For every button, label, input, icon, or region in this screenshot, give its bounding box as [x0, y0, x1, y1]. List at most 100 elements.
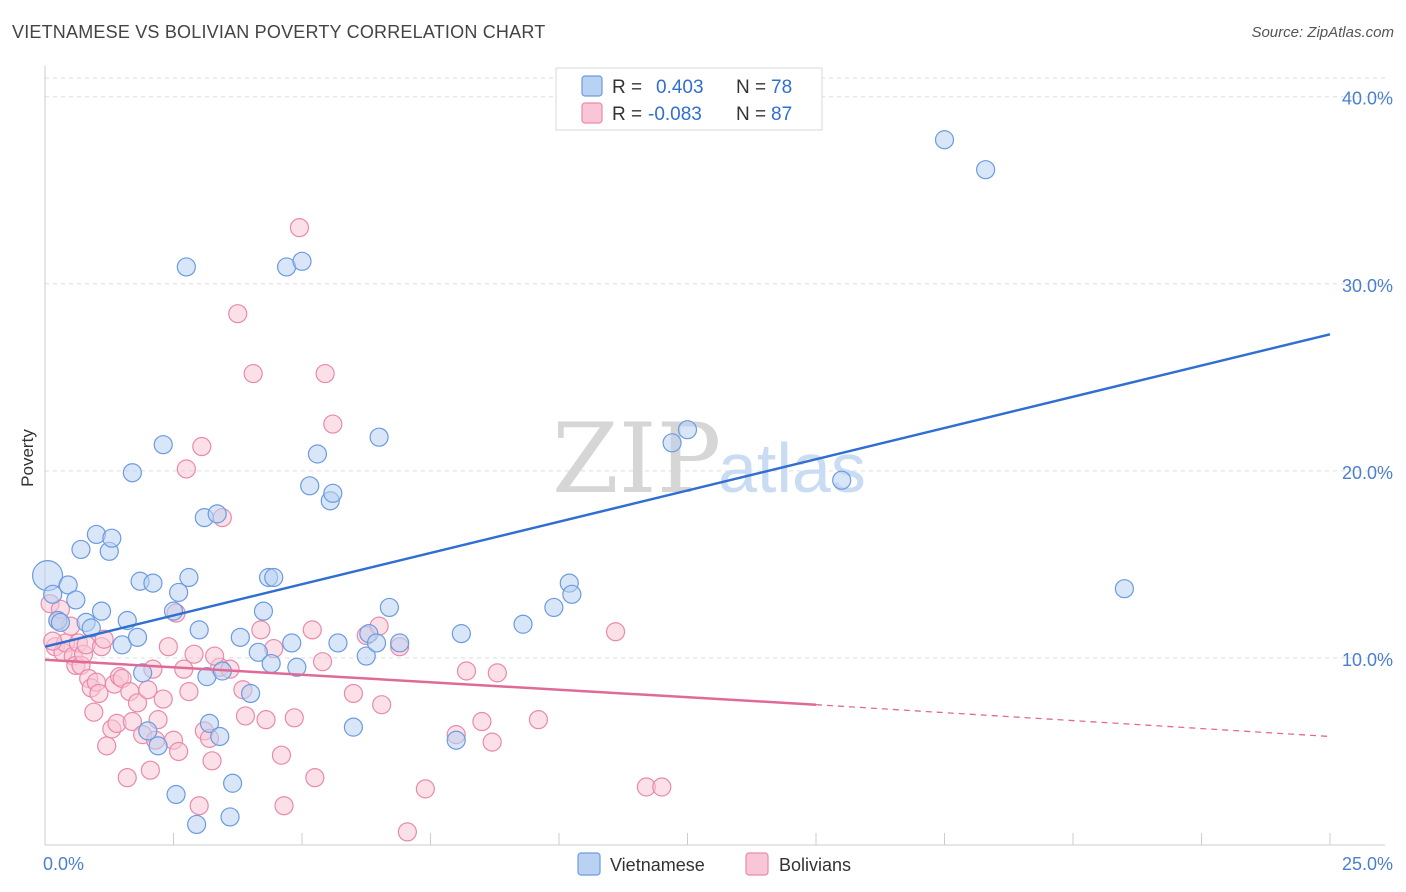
bolivian-point	[84, 702, 104, 722]
legend-r-value: -0.083	[648, 104, 702, 125]
bolivian-point	[235, 706, 256, 726]
x-tick-labels: 0.0% 25.0%	[43, 854, 1393, 874]
bolivian-point	[652, 777, 672, 797]
bolivian-point	[305, 768, 325, 788]
y-axis-label: Poverty	[18, 429, 37, 487]
bolivian-point	[456, 661, 477, 681]
bolivian-point	[605, 622, 626, 642]
vietnamese-point	[102, 528, 122, 548]
vietnamese-trend-line	[44, 333, 1331, 648]
vietnamese-points	[31, 130, 1135, 835]
vietnamese-point	[343, 717, 363, 737]
vietnamese-point	[446, 730, 466, 750]
vietnamese-point	[133, 663, 153, 683]
bolivian-point	[284, 708, 304, 728]
vietnamese-point	[210, 726, 230, 747]
vietnamese-point	[223, 773, 243, 793]
y-tick-label: 10.0%	[1342, 650, 1393, 670]
vietnamese-point	[369, 427, 389, 447]
bottom-legend-label-vietnamese: Vietnamese	[610, 855, 705, 875]
vietnamese-point	[122, 463, 142, 483]
bolivian-point	[176, 459, 196, 479]
bolivian-point	[256, 710, 276, 730]
bolivian-point	[312, 652, 333, 672]
vietnamese-point	[292, 251, 312, 271]
legend-n-label: N =	[736, 77, 766, 98]
vietnamese-point	[71, 539, 91, 560]
vietnamese-point	[264, 567, 284, 588]
vietnamese-point	[1114, 579, 1135, 599]
vietnamese-point	[513, 614, 533, 634]
y-tick-label: 40.0%	[1342, 89, 1393, 109]
bolivian-point	[158, 637, 178, 657]
vietnamese-point	[356, 646, 376, 666]
bolivian-point	[117, 768, 137, 788]
bolivian-point	[397, 822, 417, 842]
legend-n-value: 78	[771, 77, 792, 98]
watermark-atlas: atlas	[718, 429, 866, 507]
vietnamese-point	[328, 633, 348, 653]
bottom-legend-label-bolivian: Bolivians	[779, 855, 851, 875]
source-label: Source: ZipAtlas.com	[1251, 24, 1394, 41]
vietnamese-point	[248, 642, 268, 662]
bolivian-point	[189, 796, 209, 816]
x-tick-label: 0.0%	[43, 854, 84, 874]
bolivian-point	[315, 363, 335, 384]
bolivian-point	[302, 620, 322, 640]
legend-swatch-bolivian	[581, 102, 603, 124]
watermark-zip: ZIP	[552, 403, 721, 515]
bolivian-point	[323, 414, 343, 434]
vietnamese-point	[544, 597, 564, 618]
bolivian-point	[169, 741, 189, 762]
bolivian-point	[94, 629, 114, 649]
vietnamese-point	[253, 601, 274, 621]
chart-title: VIETNAMESE VS BOLIVIAN POVERTY CORRELATI…	[12, 22, 546, 42]
bolivian-point	[274, 796, 294, 816]
vietnamese-point	[300, 476, 320, 496]
vietnamese-point	[230, 627, 250, 647]
bottom-legend-swatch-vietnamese	[577, 852, 601, 876]
bolivian-point	[153, 689, 173, 709]
vietnamese-point	[176, 257, 196, 277]
bolivian-point	[89, 683, 109, 704]
x-tick-label: 25.0%	[1342, 854, 1393, 874]
bolivian-point	[487, 663, 507, 683]
vietnamese-point	[66, 590, 86, 610]
vietnamese-point	[934, 130, 955, 150]
vietnamese-point	[31, 560, 64, 592]
legend-r-value: 0.403	[656, 77, 704, 98]
legend-r-label: R =	[612, 77, 642, 98]
vietnamese-point	[282, 633, 302, 653]
y-tick-labels: 10.0% 20.0% 30.0% 40.0%	[1342, 89, 1393, 670]
vietnamese-point	[179, 567, 199, 588]
vietnamese-point	[261, 653, 281, 674]
vietnamese-point	[81, 618, 101, 638]
vietnamese-point	[451, 624, 471, 644]
bolivian-point	[138, 680, 158, 700]
vietnamese-point	[58, 575, 78, 595]
axes	[44, 66, 1385, 846]
vietnamese-point	[976, 160, 996, 180]
bolivian-point	[372, 695, 392, 715]
vietnamese-point	[287, 657, 307, 677]
vietnamese-point	[112, 635, 132, 655]
bottom-legend-swatch-bolivian	[745, 852, 769, 876]
bolivian-point	[251, 620, 271, 640]
legend: R = 0.403 N = 78 R = -0.083 N = 87	[555, 67, 823, 131]
bolivian-point	[228, 304, 248, 324]
vietnamese-point	[143, 573, 163, 593]
vietnamese-point	[189, 620, 209, 640]
bolivian-point	[179, 681, 199, 702]
vietnamese-point	[127, 627, 148, 647]
bolivian-point	[243, 363, 263, 384]
legend-n-label: N =	[736, 104, 766, 125]
vietnamese-point	[662, 433, 682, 453]
vietnamese-point	[323, 483, 343, 503]
y-tick-label: 20.0%	[1342, 463, 1393, 483]
vietnamese-point	[379, 597, 399, 618]
bolivian-point	[271, 745, 292, 765]
bolivian-point	[415, 779, 435, 799]
bolivian-point	[184, 644, 204, 664]
